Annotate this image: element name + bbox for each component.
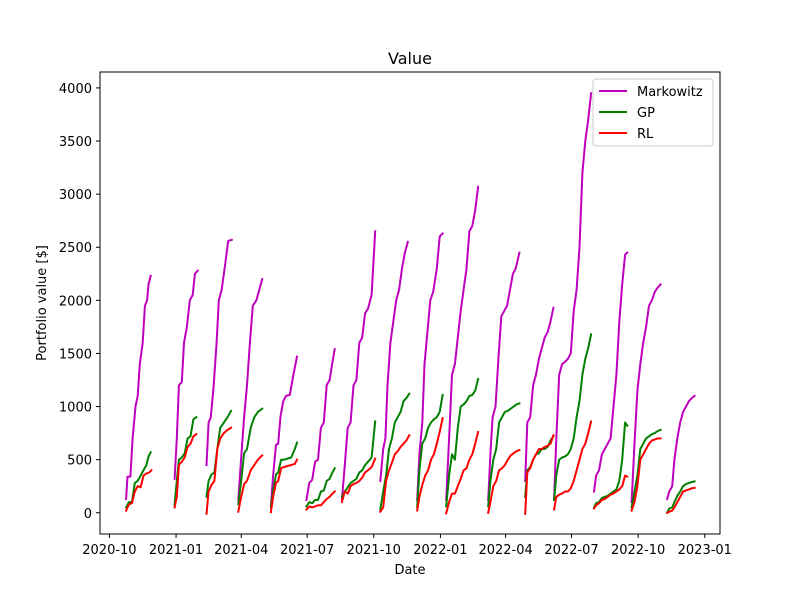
series-gp-segment-16	[665, 480, 696, 515]
y-tick-label: 2500	[59, 241, 92, 256]
series-rl-segment-4	[237, 453, 264, 513]
y-tick-label: 4000	[59, 82, 92, 97]
x-axis-ticks: 2020-10 2021-01 2021-04 2021-07 2021-10 2022-…	[82, 534, 732, 558]
series-gp-segment-15	[630, 428, 662, 509]
series-rl-segment-11	[487, 448, 521, 514]
x-axis-label: Date	[394, 563, 425, 578]
series-gp-segment-6	[305, 466, 337, 508]
x-tick-label: 2021-01	[149, 543, 203, 558]
series-rl-segment-14	[592, 474, 629, 510]
series-markowitz-segment-11	[487, 251, 521, 502]
x-tick-label: 2022-01	[413, 543, 467, 558]
x-tick-label: 2022-07	[544, 543, 598, 558]
series-gp-segment-11	[487, 402, 521, 508]
legend-label-gp: GP	[637, 106, 655, 121]
legend-label-rl: RL	[637, 127, 654, 142]
series-rl-segment-10	[444, 430, 480, 515]
x-tick-label: 2021-07	[280, 543, 334, 558]
series-markowitz-segment-9	[416, 231, 445, 502]
x-tick-label: 2023-01	[678, 543, 732, 558]
series-markowitz-segment-14	[592, 251, 629, 493]
x-tick-label: 2021-04	[214, 543, 268, 558]
plot-frame	[99, 71, 721, 535]
series-gp-segment-1	[124, 450, 153, 509]
series-gp-segment-9	[416, 393, 444, 509]
series-markowitz-segment-16	[665, 394, 697, 501]
y-tick-label: 2000	[59, 294, 92, 309]
series-rl-segment-16	[665, 486, 696, 515]
y-tick-label: 0	[84, 507, 92, 522]
series-rl	[124, 417, 696, 515]
plot-lines	[124, 92, 697, 515]
chart-title: Value	[388, 49, 432, 68]
series-markowitz	[125, 92, 697, 508]
series-gp-segment-13	[553, 333, 593, 502]
series-markowitz-segment-8	[379, 240, 410, 482]
x-tick-label: 2022-04	[478, 543, 532, 558]
series-markowitz-segment-12	[524, 306, 555, 482]
x-tick-label: 2021-10	[347, 543, 401, 558]
y-axis-ticks: 0 500 1000 1500 2000 2500 3000 3500 4000	[59, 82, 100, 522]
series-rl-segment-3	[205, 426, 233, 515]
series-rl-segment-12	[524, 433, 555, 515]
legend-label-markowitz: Markowitz	[637, 85, 703, 100]
series-markowitz-segment-6	[305, 348, 336, 502]
series-markowitz-segment-2	[173, 269, 200, 480]
series-markowitz-segment-1	[125, 274, 152, 501]
y-tick-label: 3500	[59, 135, 92, 150]
legend: Markowitz GP RL	[592, 78, 714, 147]
y-tick-label: 1000	[59, 401, 92, 416]
series-rl-segment-6	[304, 490, 337, 512]
y-tick-label: 500	[67, 454, 92, 469]
series-markowitz-segment-10	[445, 185, 480, 502]
series-rl-segment-13	[552, 420, 593, 511]
series-markowitz-segment-13	[553, 92, 593, 502]
series-gp-segment-5	[269, 441, 299, 509]
series-markowitz-segment-7	[340, 230, 377, 502]
series-gp-segment-7	[340, 420, 377, 499]
legend-box	[592, 78, 714, 147]
series-rl-segment-15	[630, 437, 662, 512]
series-rl-segment-2	[173, 432, 198, 509]
y-tick-label: 1500	[59, 347, 92, 362]
series-rl-segment-9	[416, 417, 444, 512]
y-tick-label: 3000	[59, 188, 92, 203]
series-rl-segment-1	[124, 468, 153, 512]
series-gp-segment-4	[237, 407, 264, 506]
x-tick-label: 2022-10	[611, 543, 665, 558]
series-markowitz-segment-4	[237, 277, 264, 502]
series-rl-segment-7	[340, 457, 377, 504]
series-markowitz-segment-15	[630, 282, 663, 504]
y-axis-label: Portfolio value [$]	[35, 245, 50, 361]
x-tick-label: 2020-10	[82, 543, 136, 558]
series-gp-segment-10	[445, 377, 480, 508]
series-markowitz-segment-3	[205, 238, 234, 467]
series-rl-segment-5	[269, 458, 299, 514]
series-rl-segment-8	[378, 433, 411, 514]
series-markowitz-segment-5	[269, 355, 299, 508]
